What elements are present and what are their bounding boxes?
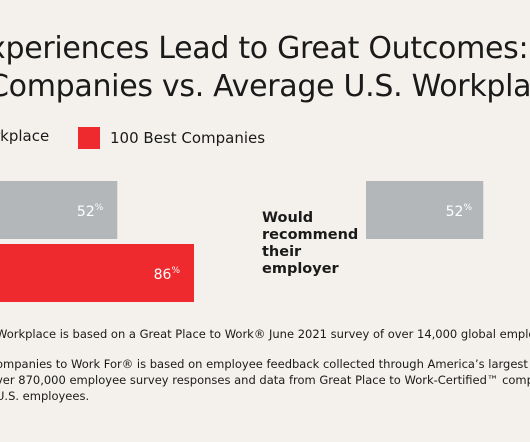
legend-label-average: rkplace	[0, 127, 50, 145]
legend-item-best: 100 Best Companies	[78, 127, 265, 149]
footnote-2-line-1: ompanies to Work For® is based on employ…	[0, 357, 530, 371]
footnote-1: Workplace is based on a Great Place to W…	[0, 327, 530, 341]
bar-average-1	[366, 181, 484, 239]
chart-title: xperiences Lead to Great Outcomes: Compa…	[0, 30, 530, 106]
legend-item-average: rkplace	[0, 127, 49, 145]
bar-average-0	[0, 181, 118, 239]
footnote-2-line-3: U.S. employees.	[0, 389, 90, 403]
footnotes: Workplace is based on a Great Place to W…	[0, 326, 530, 418]
category-label-line-1: recommend	[262, 227, 358, 243]
legend: rkplace 100 Best Companies	[0, 127, 530, 151]
title-line-1: xperiences Lead to Great Outcomes:	[0, 31, 529, 66]
category-label-line-2: their	[262, 244, 302, 260]
category-label-line-0: Would	[262, 210, 313, 226]
legend-label-best: 100 Best Companies	[110, 129, 266, 147]
footnote-2-line-2: ver 870,000 employee survey responses an…	[0, 373, 530, 387]
bar-best-0	[0, 244, 194, 302]
category-label-line-3: employer	[262, 261, 340, 277]
footnote-2: ompanies to Work For® is based on employ…	[0, 356, 530, 404]
title-line-2: Companies vs. Average U.S. Workplac	[0, 69, 530, 104]
legend-swatch-best	[78, 127, 100, 149]
